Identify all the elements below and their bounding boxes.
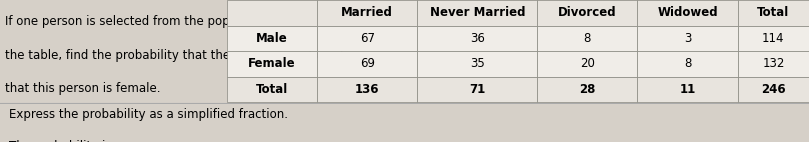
Text: 67: 67 [360,32,375,45]
Text: Total: Total [256,83,288,96]
Text: 69: 69 [360,57,375,70]
Text: 35: 35 [470,57,485,70]
Bar [227,51,317,77]
Text: 114: 114 [762,32,785,45]
Bar [417,0,537,26]
Text: the table, find the probability that the person is widowed, given: the table, find the probability that the… [5,49,383,62]
Text: 8: 8 [583,32,591,45]
Bar [227,0,317,26]
Text: 28: 28 [579,83,595,96]
Text: 132: 132 [762,57,785,70]
Text: Widowed: Widowed [658,6,718,19]
Bar [317,0,417,26]
Text: 3: 3 [684,32,692,45]
Bar [738,77,809,102]
Bar [227,77,317,102]
Bar [537,26,637,51]
Text: that this person is female.: that this person is female. [5,82,160,95]
Bar [537,77,637,102]
Bar [637,0,738,26]
Bar [537,0,637,26]
Bar [227,26,317,51]
Bar [637,51,738,77]
Text: Never Married: Never Married [430,6,525,19]
Text: The probability is □.: The probability is □. [9,140,130,142]
Text: Divorced: Divorced [558,6,616,19]
Bar [317,77,417,102]
Bar [637,26,738,51]
Bar [738,0,809,26]
Bar [637,77,738,102]
Bar [537,51,637,77]
Bar [738,51,809,77]
Bar [417,51,537,77]
Text: 11: 11 [680,83,696,96]
Text: 246: 246 [761,83,786,96]
Text: 71: 71 [469,83,485,96]
Text: 20: 20 [580,57,595,70]
Bar [417,26,537,51]
Text: Married: Married [341,6,393,19]
Text: Female: Female [248,57,295,70]
Bar [417,77,537,102]
Bar [317,51,417,77]
Text: If one person is selected from the population described in: If one person is selected from the popul… [5,15,346,28]
Text: 8: 8 [684,57,692,70]
Text: 36: 36 [470,32,485,45]
Text: Express the probability as a simplified fraction.: Express the probability as a simplified … [9,108,288,121]
Bar [317,26,417,51]
Text: 136: 136 [355,83,379,96]
Bar [738,26,809,51]
Text: Male: Male [256,32,288,45]
Text: Total: Total [757,6,790,19]
